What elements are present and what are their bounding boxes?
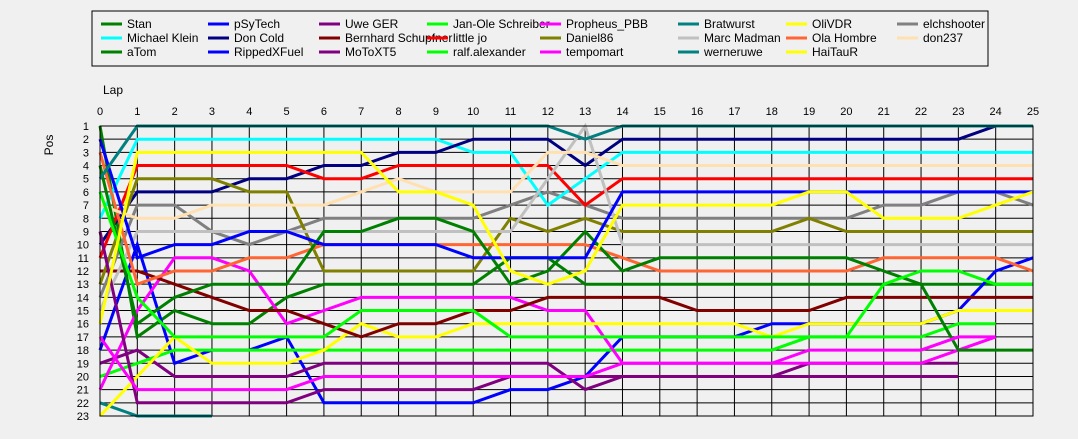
y-tick-label: 7 xyxy=(83,200,89,212)
y-tick-label: 22 xyxy=(77,398,89,410)
y-tick-label: 17 xyxy=(77,332,89,344)
legend: Stan pSyTech Uwe GER Jan-Ole Schreiber Proph… xyxy=(101,17,985,59)
legend-label: tempomart xyxy=(566,45,624,59)
legend-label: elchshooter xyxy=(923,17,985,31)
y-tick-label: 1 xyxy=(83,121,89,133)
legend-label: Jan-Ole Schreiber xyxy=(453,17,550,31)
x-tick-label: 2 xyxy=(172,106,178,118)
x-tick-label: 11 xyxy=(505,106,516,118)
legend-label: werneruwe xyxy=(703,45,763,59)
x-tick-label: 3 xyxy=(209,106,215,118)
series-line xyxy=(98,125,1033,340)
x-axis-label: Lap xyxy=(103,83,123,97)
series-line xyxy=(98,256,997,391)
series-line xyxy=(98,177,1033,285)
legend-label: Uwe GER xyxy=(345,17,399,31)
x-tick-label: 1 xyxy=(134,106,140,118)
x-tick-label: 20 xyxy=(840,106,852,118)
x-tick-label: 24 xyxy=(990,106,1002,118)
y-tick-label: 4 xyxy=(83,161,89,173)
plot-border xyxy=(99,125,1034,417)
y-tick-label: 14 xyxy=(77,292,89,304)
x-tick-label: 5 xyxy=(284,106,290,118)
legend-label: Bratwurst xyxy=(704,17,755,31)
legend-label: little jo xyxy=(453,31,487,45)
legend-label: Marc Madman xyxy=(704,31,781,45)
x-tick-label: 0 xyxy=(97,106,103,118)
y-tick-label: 8 xyxy=(83,213,89,225)
legend-label: aTom xyxy=(127,45,156,59)
y-tick-label: 13 xyxy=(77,279,89,291)
legend-label: Stan xyxy=(127,17,152,31)
series-line xyxy=(98,138,1033,260)
legend-label: don237 xyxy=(923,31,963,45)
legend-label: Daniel86 xyxy=(566,31,614,45)
y-tick-label: 15 xyxy=(77,306,89,318)
y-tick-label: 3 xyxy=(83,147,89,159)
series-line xyxy=(98,151,1034,287)
legend-label: RippedXFuel xyxy=(234,45,303,59)
legend-label: OliVDR xyxy=(812,17,852,31)
x-tick-label: 9 xyxy=(433,106,439,118)
x-tick-label: 23 xyxy=(952,106,964,118)
legend-label: HaiTauR xyxy=(812,45,858,59)
y-tick-label: 23 xyxy=(77,411,89,423)
y-axis-label: Pos xyxy=(42,135,56,156)
series-lines xyxy=(98,122,1034,418)
y-tick-label: 19 xyxy=(77,358,89,370)
y-tick-label: 11 xyxy=(78,253,89,265)
x-tick-label: 7 xyxy=(358,106,364,118)
legend-label: ralf.alexander xyxy=(453,45,526,59)
series-line xyxy=(98,165,1033,352)
x-tick-label: 15 xyxy=(654,106,666,118)
y-tick-label: 21 xyxy=(77,385,89,397)
series-line xyxy=(100,269,1033,339)
x-tick-label: 14 xyxy=(616,106,628,118)
series-line xyxy=(99,150,1033,220)
legend-label: Michael Klein xyxy=(127,31,198,45)
series-line xyxy=(98,137,1033,219)
series-line xyxy=(98,335,996,392)
legend-label: Bernhard Schupfner xyxy=(345,31,452,45)
series-line xyxy=(98,190,1034,298)
x-tick-label: 13 xyxy=(579,106,591,118)
y-tick-label: 9 xyxy=(83,226,89,238)
legend-label: Propheus_PBB xyxy=(566,17,648,31)
y-tick-label: 20 xyxy=(77,371,89,383)
y-tick-label: 6 xyxy=(83,187,89,199)
x-tick-labels: 0 1 2 3 4 5 6 7 8 9 10 11 12 13 14 15 16 17 18 19 20 21 22 23 24… xyxy=(97,106,1039,118)
x-tick-label: 12 xyxy=(542,106,554,118)
y-tick-label: 5 xyxy=(83,174,89,186)
x-tick-label: 6 xyxy=(321,106,327,118)
y-tick-label: 2 xyxy=(83,134,89,146)
series-line xyxy=(99,348,959,392)
x-tick-label: 16 xyxy=(691,106,703,118)
series-line xyxy=(99,401,212,418)
y-tick-label: 12 xyxy=(77,266,89,278)
x-tick-label: 25 xyxy=(1027,106,1039,118)
legend-label: Don Cold xyxy=(234,31,284,45)
y-tick-label: 16 xyxy=(77,319,89,331)
series-line xyxy=(98,164,1033,259)
legend-label: MoToXT5 xyxy=(345,45,397,59)
y-tick-label: 18 xyxy=(77,345,89,357)
series-line xyxy=(98,191,1033,339)
x-tick-label: 18 xyxy=(766,106,778,118)
series-line xyxy=(98,309,1033,418)
x-tick-label: 10 xyxy=(467,106,479,118)
x-tick-label: 4 xyxy=(246,106,252,118)
legend-label: Ola Hombre xyxy=(812,31,877,45)
x-tick-label: 17 xyxy=(728,106,740,118)
legend-label: pSyTech xyxy=(234,17,280,31)
series-line xyxy=(98,150,1034,325)
x-tick-label: 22 xyxy=(915,106,927,118)
y-tick-label: 10 xyxy=(77,240,89,252)
x-tick-label: 19 xyxy=(803,106,815,118)
x-tick-label: 8 xyxy=(395,106,401,118)
x-tick-label: 21 xyxy=(878,106,890,118)
